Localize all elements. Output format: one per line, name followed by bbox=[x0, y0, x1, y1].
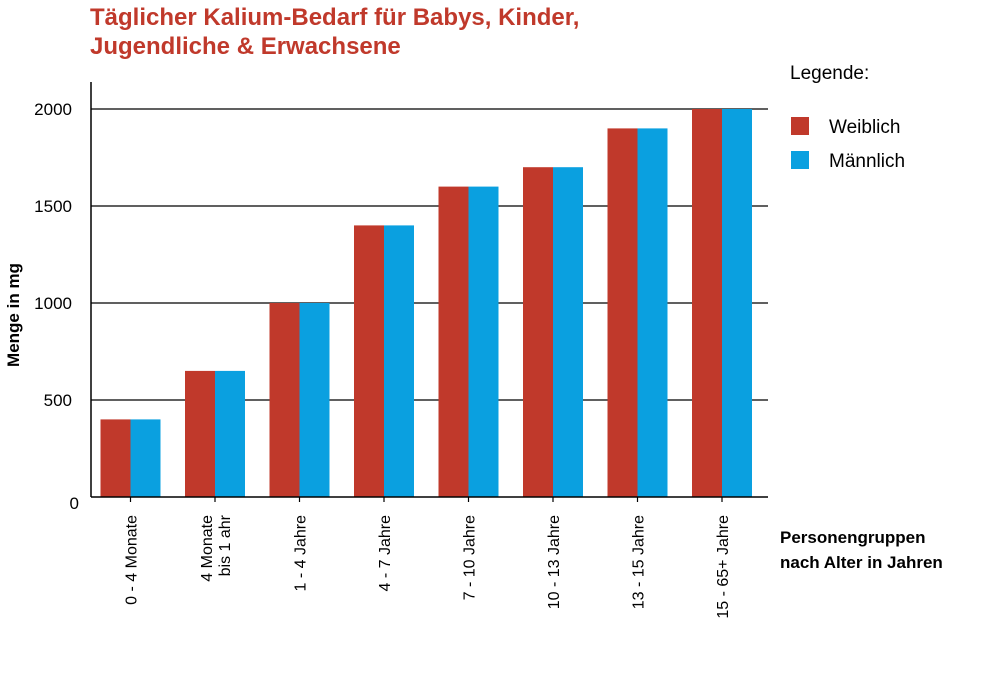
bar-männlich-3 bbox=[384, 225, 414, 497]
bar-männlich-4 bbox=[468, 186, 499, 497]
x-category-label: 7 - 10 Jahre bbox=[462, 515, 479, 600]
bar-weiblich-1 bbox=[185, 370, 215, 497]
x-category-label: 4 - 7 Jahre bbox=[377, 515, 394, 592]
chart-title: Täglicher Kalium-Bedarf für Babys, Kinde… bbox=[90, 4, 579, 60]
bars bbox=[100, 109, 752, 497]
x-axis-title-line-1: Personengruppen bbox=[780, 528, 925, 547]
bar-männlich-2 bbox=[299, 303, 330, 497]
bar-weiblich-6 bbox=[607, 128, 638, 497]
y-tick-label: 1000 bbox=[34, 294, 72, 313]
y-tick-label: 500 bbox=[44, 391, 72, 410]
chart-title-line-2: Jugendliche & Erwachsene bbox=[90, 33, 401, 60]
legend-title: Legende: bbox=[790, 63, 869, 84]
y-tick-labels: 0 500 1000 1500 2000 bbox=[34, 100, 79, 513]
bar-weiblich-4 bbox=[438, 186, 469, 497]
legend-swatch-weiblich bbox=[791, 117, 809, 135]
x-axis-title-line-2: nach Alter in Jahren bbox=[780, 553, 943, 572]
bar-weiblich-0 bbox=[100, 419, 131, 497]
y-tick-label: 0 bbox=[70, 494, 79, 513]
chart-title-line-1: Täglicher Kalium-Bedarf für Babys, Kinde… bbox=[90, 4, 579, 31]
x-category-label: 10 - 13 Jahre bbox=[546, 515, 563, 609]
bar-weiblich-5 bbox=[523, 167, 553, 497]
bar-männlich-1 bbox=[215, 370, 245, 497]
y-tick-label: 2000 bbox=[34, 100, 72, 119]
legend-label-weiblich: Weiblich bbox=[829, 117, 900, 138]
y-tick-label: 1500 bbox=[34, 197, 72, 216]
bar-weiblich-3 bbox=[354, 225, 384, 497]
x-category-label: 15 - 65+ Jahre bbox=[715, 515, 732, 619]
x-category-label: bis 1 ahr bbox=[217, 514, 234, 576]
x-category-label: 13 - 15 Jahre bbox=[631, 515, 648, 609]
y-axis-title: Menge in mg bbox=[4, 263, 23, 367]
bar-männlich-7 bbox=[722, 109, 752, 497]
x-axis-title: Personengruppen nach Alter in Jahren bbox=[780, 528, 943, 572]
legend-label-männlich: Männlich bbox=[829, 151, 905, 172]
bar-weiblich-7 bbox=[692, 109, 722, 497]
legend-swatch-männlich bbox=[791, 151, 809, 169]
bar-männlich-6 bbox=[637, 128, 668, 497]
axes bbox=[90, 82, 768, 498]
bar-männlich-5 bbox=[553, 167, 583, 497]
bar-männlich-0 bbox=[130, 419, 161, 497]
legend: Legende: Weiblich Männlich bbox=[790, 63, 905, 172]
x-category-label: 0 - 4 Monate bbox=[124, 515, 141, 605]
x-category-label: 1 - 4 Jahre bbox=[293, 515, 310, 592]
category-labels: 0 - 4 Monate 4 Monate bis 1 ahr 1 - 4 Jahre… bbox=[124, 497, 732, 619]
bar-weiblich-2 bbox=[269, 303, 300, 497]
x-category-label: 4 Monate bbox=[199, 515, 216, 582]
